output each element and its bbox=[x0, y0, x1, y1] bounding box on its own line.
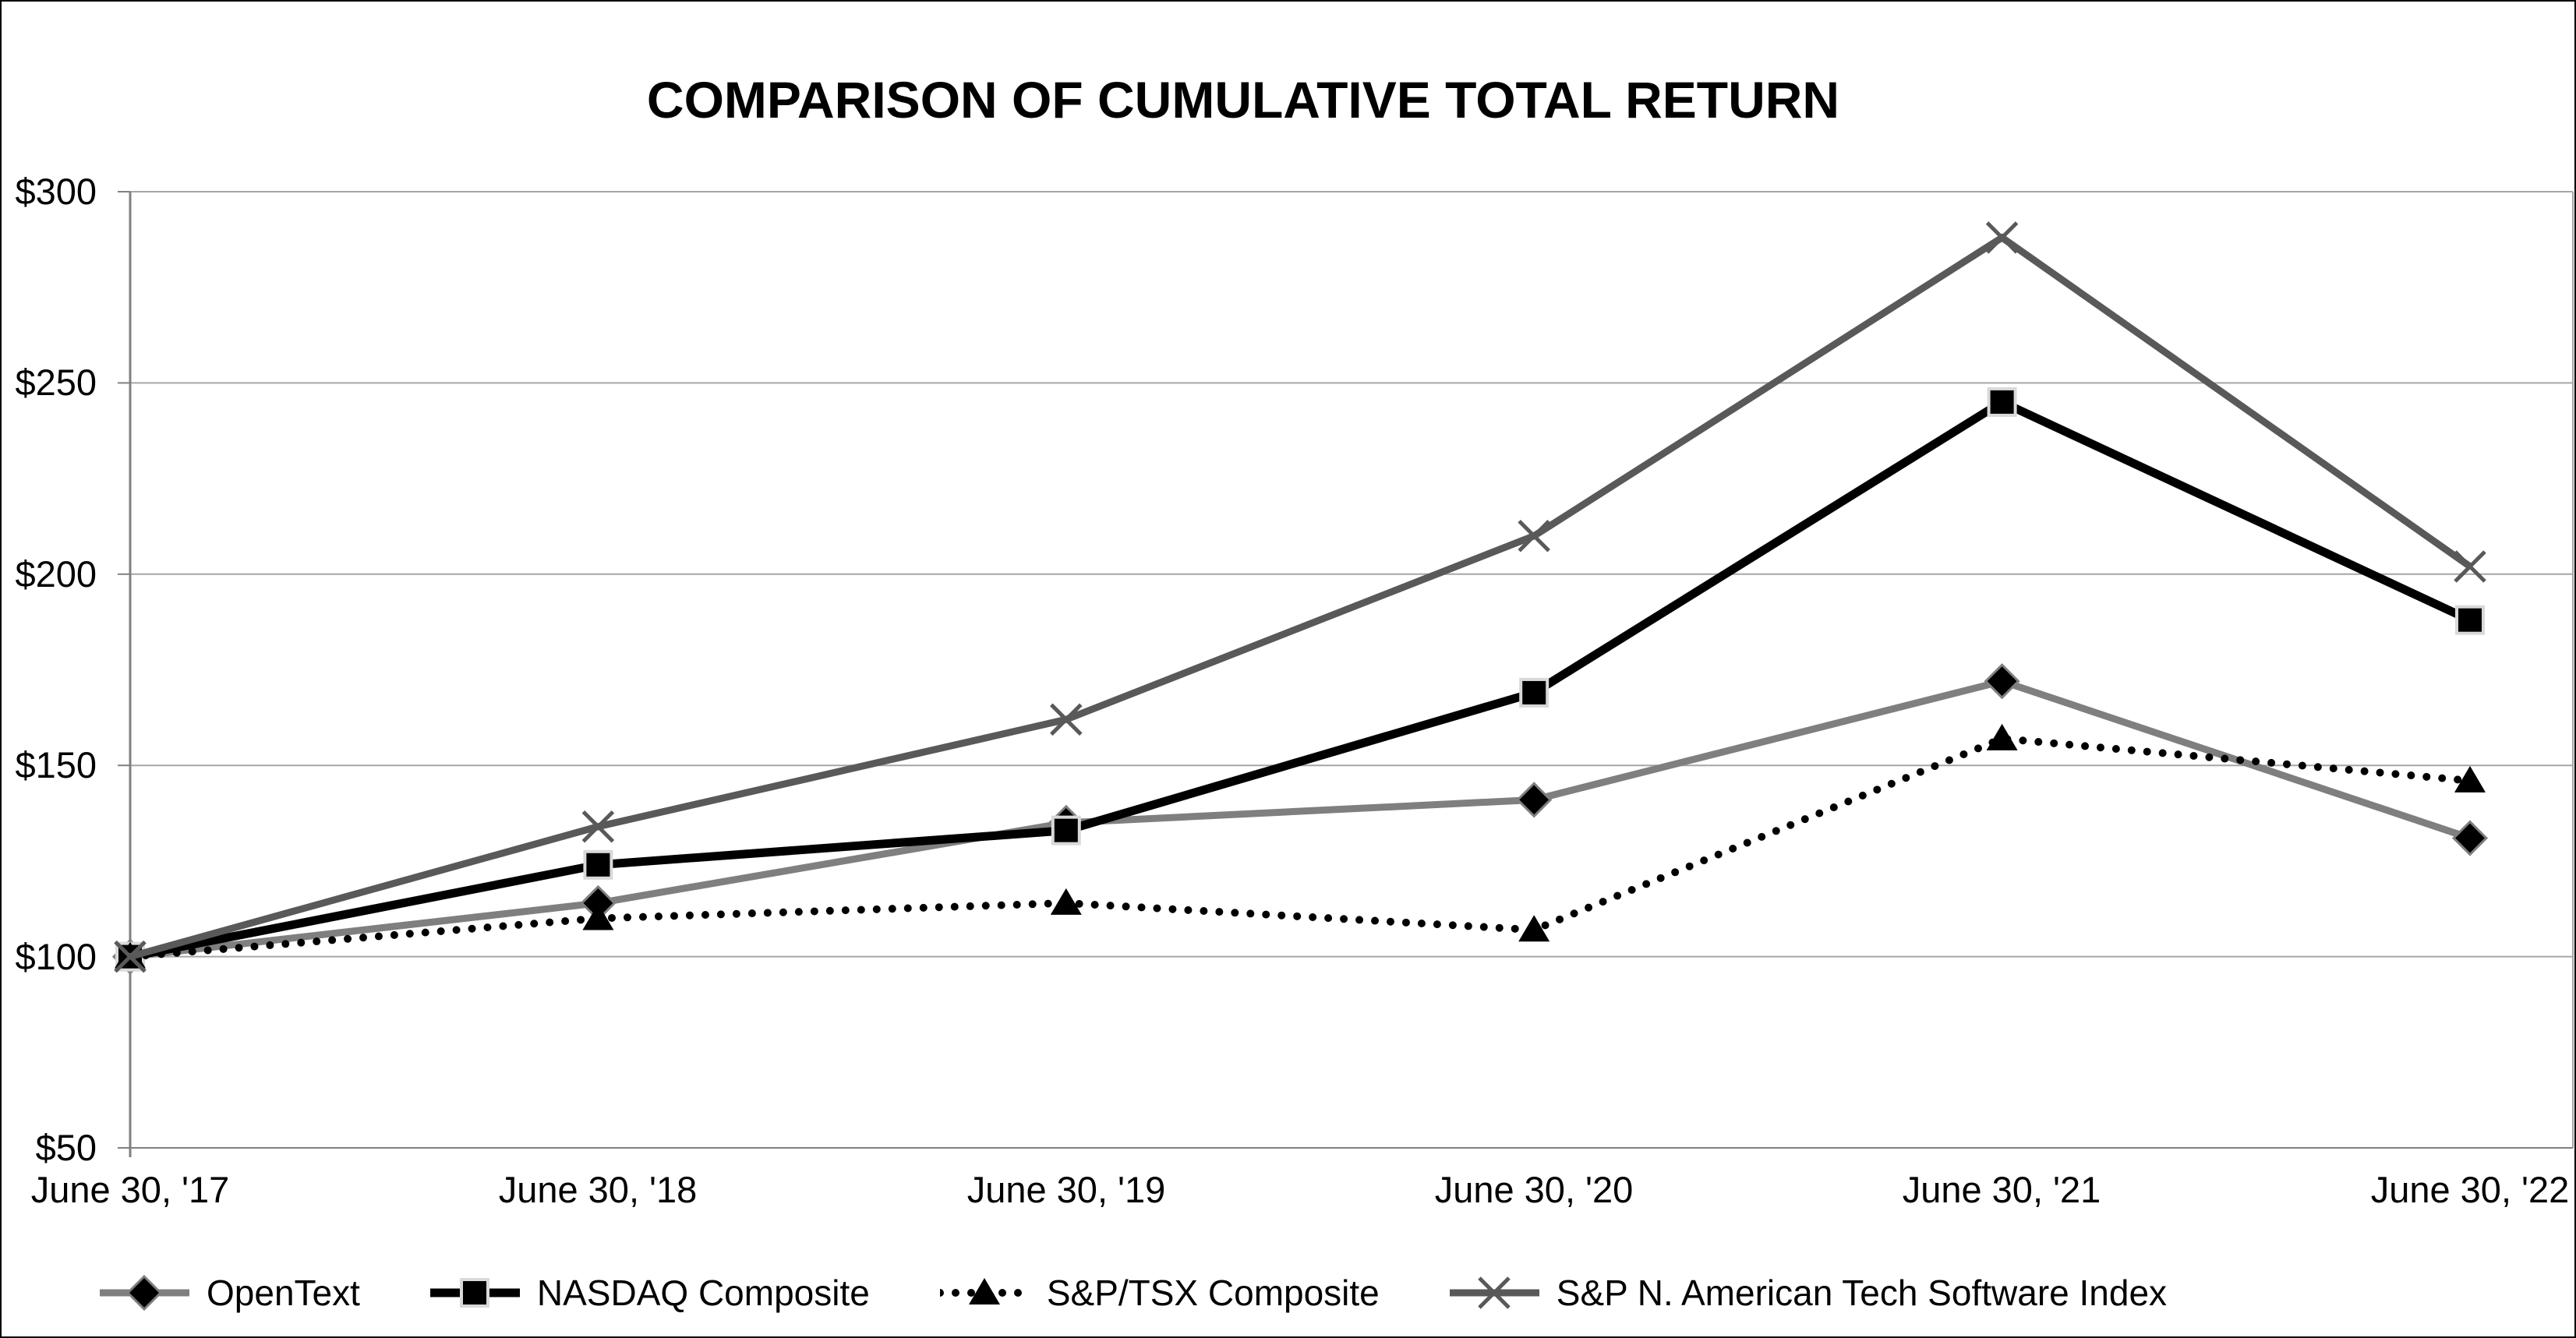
x-marker bbox=[114, 940, 147, 973]
y-axis-label-150: $150 bbox=[15, 744, 97, 786]
triangle-marker bbox=[1986, 723, 2018, 750]
legend-item-sptsx-composite: S&P/TSX Composite bbox=[939, 1269, 1380, 1317]
y-axis-label-300: $300 bbox=[15, 171, 97, 212]
y-axis-label-200: $200 bbox=[15, 553, 97, 595]
triangle-marker bbox=[968, 1278, 1000, 1304]
diamond-marker bbox=[125, 1274, 163, 1312]
x-axis-label-2017: June 30, '17 bbox=[30, 1169, 230, 1210]
series-line bbox=[129, 397, 2472, 961]
legend: OpenText NASDAQ Composite S&P/TSX Compos… bbox=[100, 1269, 2167, 1317]
x-marker bbox=[1985, 221, 2019, 254]
square-marker bbox=[1051, 815, 1081, 846]
x-axis-label-2018: June 30, '18 bbox=[498, 1169, 698, 1210]
square-marker bbox=[1987, 387, 2017, 417]
chart-title: COMPARISON OF CUMULATIVE TOTAL RETURN bbox=[646, 71, 1840, 129]
triangle-marker bbox=[582, 903, 614, 930]
legend-item-opentext: OpenText bbox=[100, 1269, 360, 1317]
sp-tech-x-marker-icon bbox=[1449, 1276, 1539, 1309]
x-marker bbox=[581, 810, 615, 843]
legend-label-opentext: OpenText bbox=[207, 1273, 360, 1313]
x-marker bbox=[1518, 519, 1550, 552]
nasdaq-square-marker-icon bbox=[429, 1278, 520, 1308]
triangle-marker bbox=[2454, 765, 2486, 793]
opentext-diamond-marker-icon bbox=[100, 1274, 189, 1312]
series-line bbox=[129, 677, 2472, 961]
diamond-marker bbox=[2451, 820, 2489, 856]
x-axis-label-2021: June 30, '21 bbox=[1902, 1169, 2101, 1210]
square-marker bbox=[459, 1278, 489, 1308]
legend-item-sp-tech-software-index: S&P N. American Tech Software Index bbox=[1449, 1269, 2168, 1317]
legend-label-sptsx-composite: S&P/TSX Composite bbox=[1046, 1273, 1380, 1313]
diamond-marker bbox=[1984, 663, 2020, 700]
x-axis-label-2019: June 30, '19 bbox=[966, 1169, 1166, 1210]
sptsx-triangle-marker-icon bbox=[939, 1278, 1030, 1304]
legend-label-nasdaq-composite: NASDAQ Composite bbox=[536, 1273, 870, 1313]
diamond-marker bbox=[1516, 782, 1553, 818]
series-s-p-n-american-tech-software-index bbox=[114, 221, 2486, 973]
triangle-marker bbox=[1050, 888, 1082, 915]
square-marker bbox=[583, 849, 613, 880]
y-axis-label-50: $50 bbox=[35, 1127, 97, 1168]
x-marker bbox=[1477, 1276, 1511, 1309]
series-line bbox=[126, 734, 2474, 961]
legend-label-sp-tech-software-index: S&P N. American Tech Software Index bbox=[1556, 1273, 2168, 1313]
triangle-marker bbox=[1518, 915, 1550, 942]
series-line bbox=[129, 233, 2472, 960]
x-marker bbox=[1050, 703, 1083, 736]
y-axis-label-250: $250 bbox=[15, 362, 97, 403]
x-axis-label-2022: June 30, '22 bbox=[2370, 1169, 2570, 1210]
legend-item-nasdaq-composite: NASDAQ Composite bbox=[429, 1269, 870, 1317]
y-axis-label-100: $100 bbox=[15, 936, 97, 977]
series-nasdaq-composite bbox=[115, 387, 2485, 972]
square-marker bbox=[1519, 677, 1549, 708]
x-marker bbox=[2454, 550, 2486, 583]
square-marker bbox=[2455, 605, 2485, 635]
x-axis-label-2020: June 30, '20 bbox=[1434, 1169, 1634, 1210]
